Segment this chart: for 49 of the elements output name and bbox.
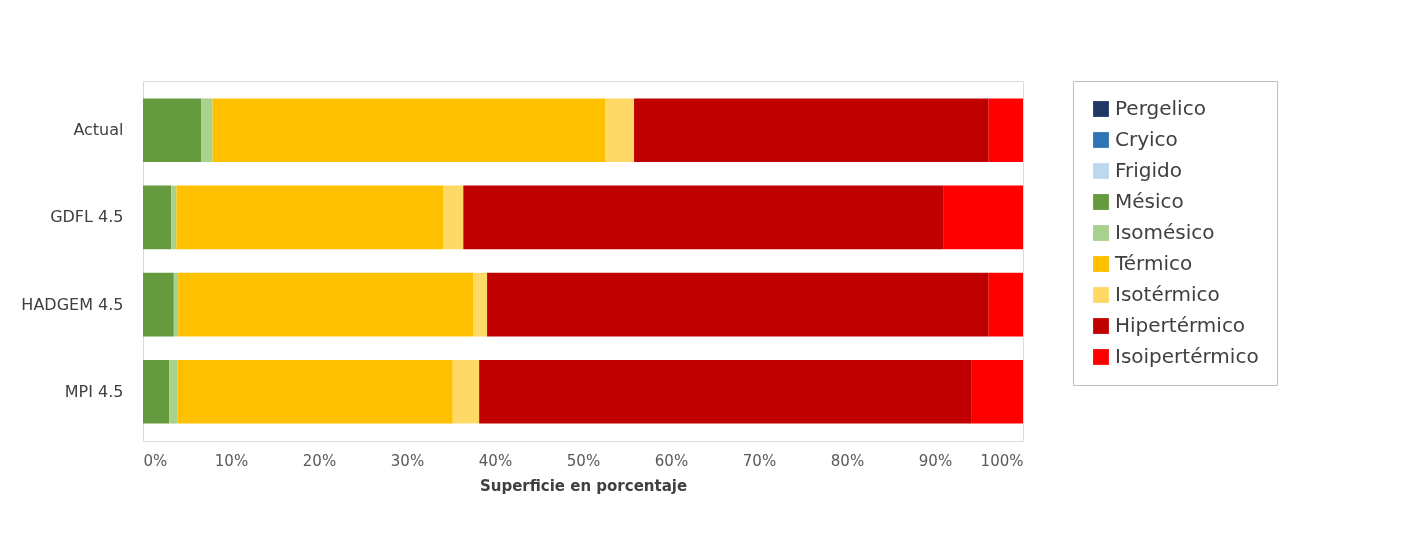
bar [988,98,1023,163]
x-tick-label: 100% [980,451,1024,470]
x-axis-title: Superficie en porcentaje [479,476,688,495]
bar [178,272,473,337]
legend-label: Térmico [1114,251,1193,275]
bar [143,359,170,424]
bar [943,185,1023,250]
x-tick-label: 30% [390,451,425,470]
x-tick-label: 50% [566,451,601,470]
y-tick-label: HADGEM 4.5 [21,294,124,314]
bar [988,272,1023,337]
legend-label: Pergelico [1115,96,1206,120]
bar [971,359,1023,424]
x-tick-label: 60% [654,451,689,470]
x-tick-label: 10% [214,451,249,470]
bar [169,359,178,424]
bar [171,185,177,250]
x-tick-label: 40% [478,451,513,470]
bar [634,98,989,163]
bar [143,272,174,337]
x-tick-label: 90% [918,451,953,470]
legend-label: Mésico [1115,189,1184,213]
bar [212,98,605,163]
legend-label: Isotérmico [1115,282,1220,306]
legend-label: Isoipertérmico [1115,344,1259,368]
bar [463,185,944,250]
bar [143,98,202,163]
bar [452,359,480,424]
legend-label: Isomésico [1115,220,1215,244]
legend-label: Hipertérmico [1115,313,1246,337]
bar [143,185,172,250]
bar [173,272,179,337]
legend-label: Cryico [1115,127,1178,151]
bar [201,98,213,163]
bar [473,272,488,337]
bar [176,185,444,250]
bar [177,359,453,424]
bar [443,185,464,250]
legend-label: Frigido [1115,158,1183,182]
bar [487,272,989,337]
bar [479,359,972,424]
x-tick-label: 70% [742,451,777,470]
x-tick-label: 80% [830,451,865,470]
y-tick-label: MPI 4.5 [64,381,124,401]
bar [605,98,635,163]
y-tick-label: GDFL 4.5 [50,207,124,227]
y-tick-label: Actual [73,120,124,140]
x-tick-label: 20% [302,451,337,470]
x-tick-label: 0% [143,451,168,470]
